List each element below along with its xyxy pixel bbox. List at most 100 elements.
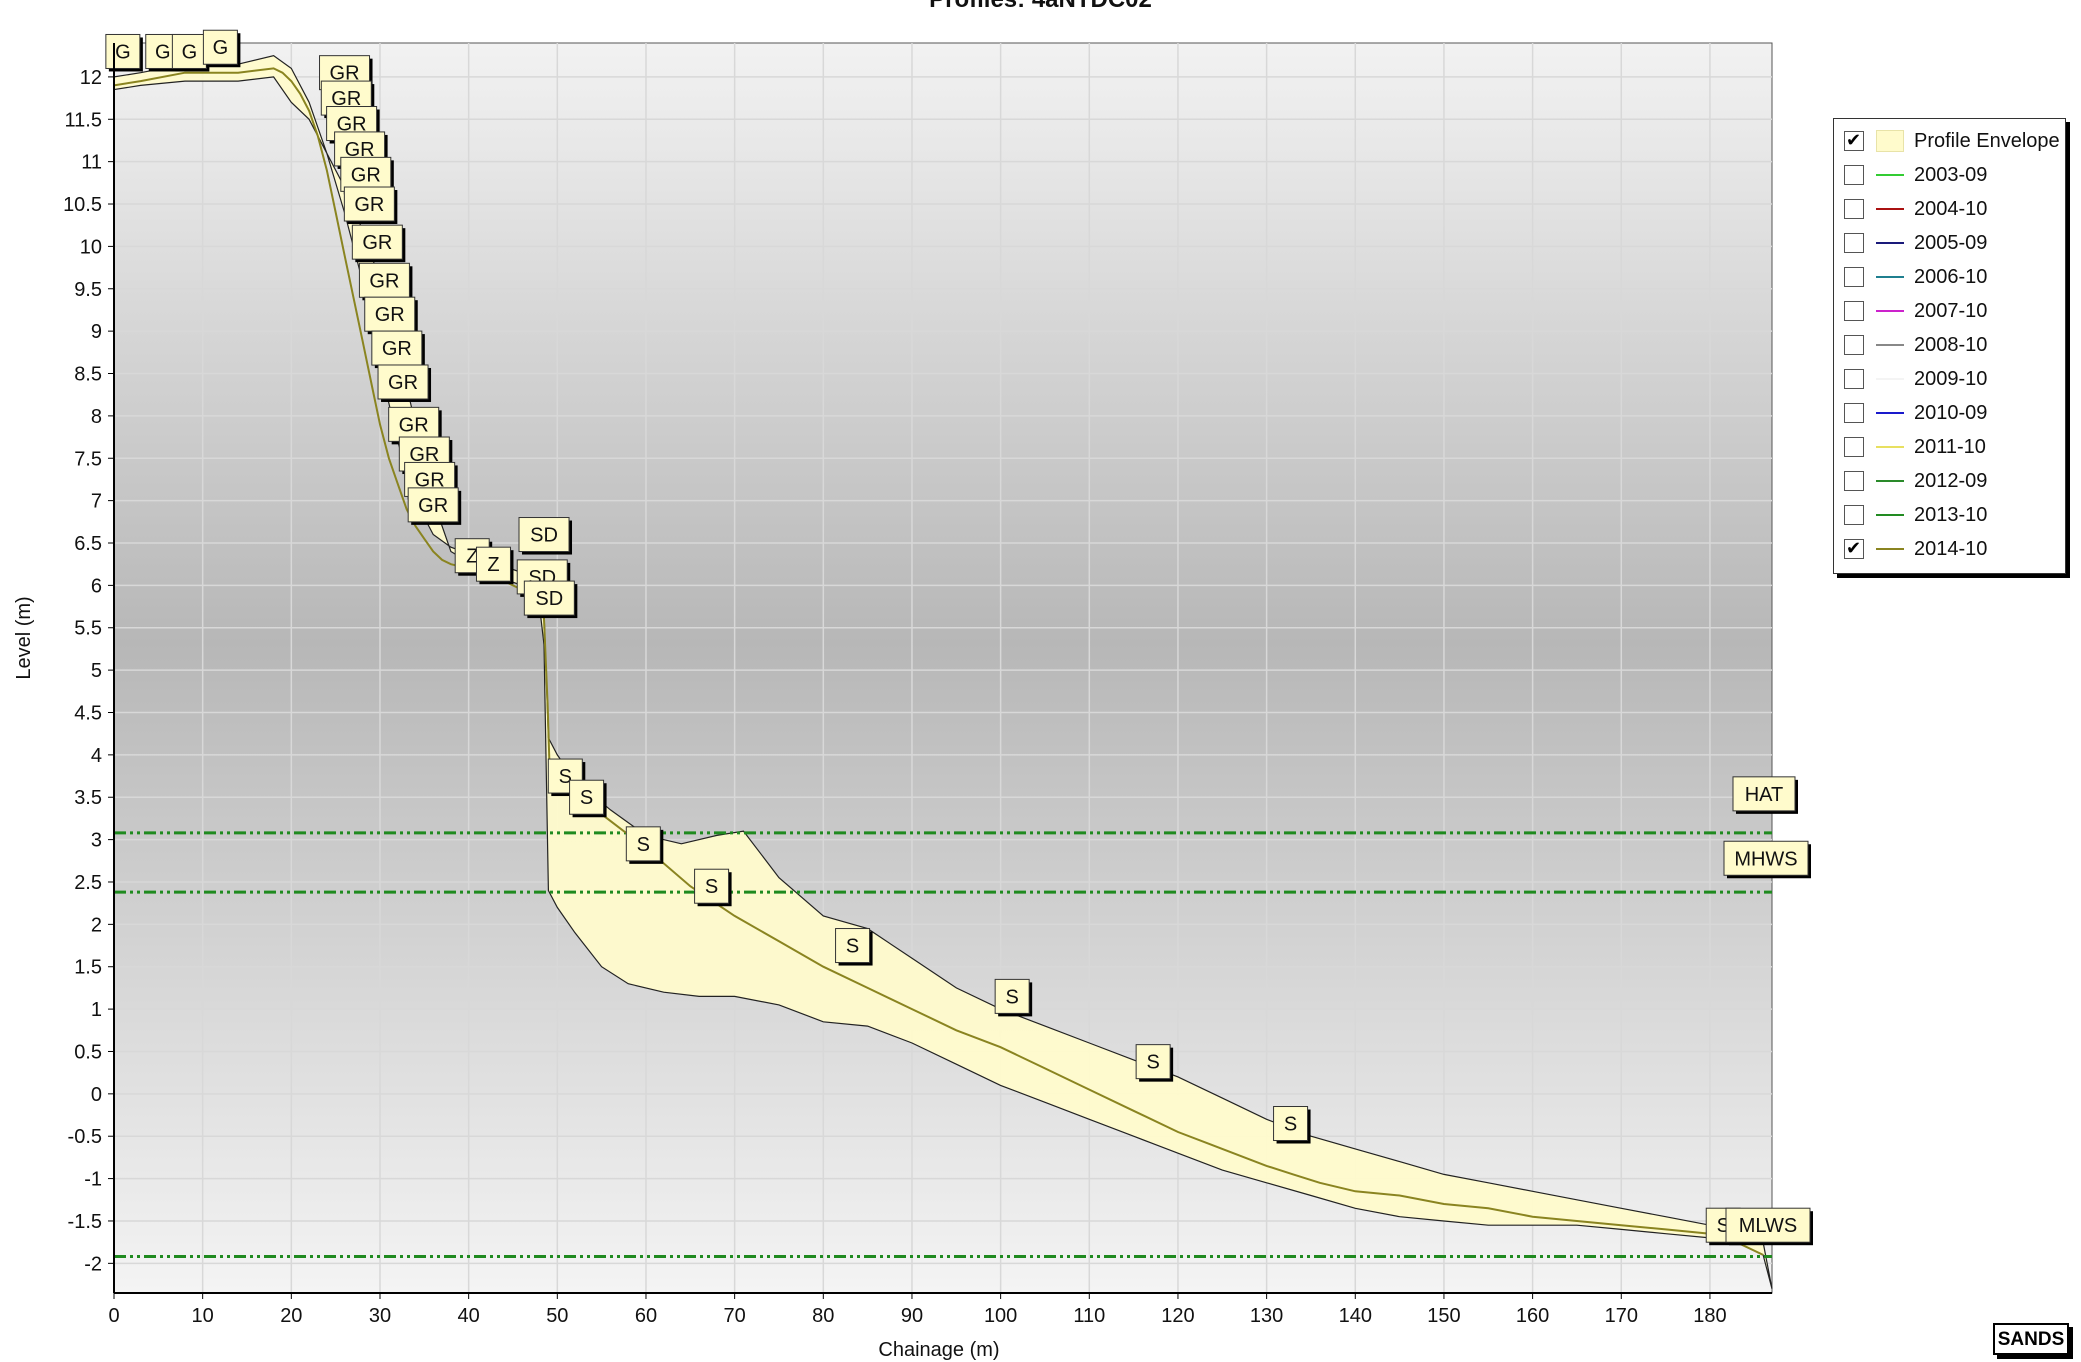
tide-label-hat: HAT: [1732, 776, 1798, 814]
label-text: SD: [535, 588, 563, 610]
y-tick-label: 2: [91, 914, 102, 936]
legend-label: 2003-09: [1914, 163, 1988, 186]
y-tick-label: 3.5: [74, 787, 102, 809]
x-tick-label: 80: [812, 1305, 834, 1327]
y-tick-label: -1.5: [68, 1211, 102, 1233]
chart-legend: Profile Envelope 2003-09 2004-10 2005-09 200…: [1833, 118, 2066, 574]
label-box: [1273, 1106, 1309, 1142]
label-box: [351, 224, 403, 260]
label-text: GR: [418, 495, 448, 517]
label-text: SD: [530, 525, 558, 547]
legend-swatch: [1876, 446, 1904, 448]
legend-item: Profile Envelope: [1834, 124, 2065, 158]
sands-logo: SANDS: [1993, 1323, 2069, 1355]
x-tick-labels: 0 10 20 30 40 50 60 70 80 90 100 110 120 130 140 150 160…: [108, 1293, 1727, 1327]
x-axis-label: Chainage (m): [878, 1339, 999, 1361]
x-tick-label: 40: [458, 1305, 480, 1327]
feature-code-label: S: [1273, 1106, 1311, 1144]
y-tick-label: 4: [91, 745, 102, 767]
legend-checkbox[interactable]: [1844, 165, 1864, 185]
label-text: Z: [466, 546, 478, 568]
legend-swatch: [1876, 276, 1904, 278]
legend-checkbox[interactable]: [1844, 301, 1864, 321]
label-box: [202, 29, 238, 65]
feature-code-label: Z: [475, 546, 514, 585]
legend-label: 2009-10: [1914, 367, 1988, 390]
feature-code-label: S: [694, 868, 732, 907]
x-tick-label: 60: [635, 1305, 657, 1327]
legend-checkbox[interactable]: [1844, 131, 1864, 151]
y-tick-label: -0.5: [68, 1126, 102, 1148]
y-tick-label: 10.5: [63, 194, 102, 216]
y-tick-label: -2: [84, 1253, 102, 1275]
feature-code-label: GR: [371, 330, 425, 369]
label-text: GR: [330, 63, 360, 85]
legend-swatch: [1876, 208, 1904, 210]
label-box: [625, 826, 661, 862]
legend-item: 2008-10: [1834, 328, 2065, 362]
legend-checkbox[interactable]: [1844, 437, 1864, 457]
y-tick-label: 2.5: [74, 872, 102, 894]
feature-code-label: S: [994, 978, 1033, 1017]
feature-code-label: S: [835, 928, 873, 966]
x-tick-label: 160: [1516, 1305, 1549, 1327]
tide-labels: HAT MHWS MLWS: [1723, 776, 1813, 1246]
legend-checkbox[interactable]: [1844, 233, 1864, 253]
y-tick-label: 6: [91, 575, 102, 597]
legend-checkbox[interactable]: [1844, 505, 1864, 525]
y-tick-label: 4.5: [74, 702, 102, 724]
label-box: [377, 364, 429, 400]
feature-code-label: GR: [364, 296, 418, 335]
legend-label: 2011-10: [1914, 435, 1986, 458]
legend-swatch: [1876, 310, 1904, 312]
legend-item: 2006-10: [1834, 260, 2065, 294]
label-text: G: [155, 41, 171, 63]
label-box: [1135, 1044, 1171, 1080]
label-text: GR: [345, 139, 375, 161]
legend-swatch: [1876, 514, 1904, 516]
label-text: GR: [369, 270, 399, 292]
legend-checkbox[interactable]: [1844, 403, 1864, 423]
grid-lines: [113, 43, 1772, 1293]
legend-swatch: [1876, 242, 1904, 244]
x-tick-label: 50: [546, 1305, 568, 1327]
label-text: G: [182, 41, 198, 63]
legend-checkbox[interactable]: [1844, 539, 1864, 559]
x-tick-label: 70: [724, 1305, 746, 1327]
y-tick-label: 12: [80, 67, 102, 89]
legend-item: 2010-09: [1834, 396, 2065, 430]
label-text: G: [213, 37, 229, 59]
legend-checkbox[interactable]: [1844, 335, 1864, 355]
label-text: HAT: [1745, 784, 1784, 806]
label-box: [1723, 840, 1809, 876]
legend-checkbox[interactable]: [1844, 471, 1864, 491]
legend-checkbox[interactable]: [1844, 199, 1864, 219]
label-text: S: [1284, 1114, 1297, 1136]
y-tick-label: 11: [81, 152, 102, 174]
label-text: GR: [409, 444, 439, 466]
legend-item: 2012-09: [1834, 464, 2065, 498]
label-box: [407, 487, 459, 523]
tide-label-mlws: MLWS: [1725, 1207, 1813, 1246]
label-text: GR: [375, 304, 405, 326]
label-text: GR: [354, 194, 384, 216]
label-box: [364, 296, 416, 332]
label-text: GR: [337, 114, 367, 136]
legend-item: 2003-09: [1834, 158, 2065, 192]
label-text: GR: [351, 164, 381, 186]
label-text: S: [559, 766, 572, 788]
legend-checkbox[interactable]: [1844, 267, 1864, 287]
x-tick-label: 110: [1073, 1305, 1105, 1327]
y-tick-label: 7.5: [74, 448, 102, 470]
legend-swatch: [1876, 412, 1904, 414]
legend-checkbox[interactable]: [1844, 369, 1864, 389]
x-tick-label: 20: [280, 1305, 302, 1327]
y-tick-label: 9.5: [74, 279, 102, 301]
feature-code-label: GR: [377, 364, 432, 402]
legend-label: 2007-10: [1914, 299, 1988, 322]
feature-code-label: S: [547, 758, 586, 797]
legend-swatch: [1876, 378, 1904, 380]
label-box: [994, 978, 1030, 1014]
